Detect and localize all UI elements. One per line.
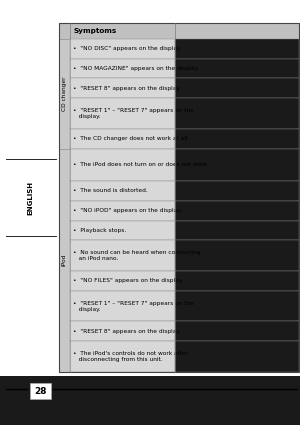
Text: •  "NO iPOD" appears on the display.: • "NO iPOD" appears on the display. <box>73 208 182 213</box>
Bar <box>70 59 175 78</box>
Bar <box>70 201 175 221</box>
Bar <box>70 129 175 149</box>
Bar <box>70 221 175 241</box>
Text: •  The sound is distorted.: • The sound is distorted. <box>73 188 148 193</box>
Text: •  "RESET 1" – "RESET 7" appears on the
   display.: • "RESET 1" – "RESET 7" appears on the d… <box>73 301 194 312</box>
Bar <box>70 321 175 341</box>
Bar <box>58 149 70 372</box>
Bar <box>175 341 298 372</box>
Text: •  Playback stops.: • Playback stops. <box>73 228 126 233</box>
Bar <box>175 149 298 181</box>
Bar <box>175 59 298 78</box>
Text: •  "RESET 8" appears on the display.: • "RESET 8" appears on the display. <box>73 329 181 334</box>
Bar <box>175 241 298 271</box>
Bar <box>70 149 175 181</box>
Bar <box>175 78 298 98</box>
Text: •  "NO FILES" appears on the display.: • "NO FILES" appears on the display. <box>73 278 183 283</box>
Text: •  The iPod's controls do not work after
   disconnecting from this unit.: • The iPod's controls do not work after … <box>73 351 188 362</box>
Bar <box>70 98 175 129</box>
Bar <box>175 291 298 321</box>
Bar <box>175 129 298 149</box>
Text: •  No sound can be heard when connecting
   an iPod nano.: • No sound can be heard when connecting … <box>73 250 200 261</box>
Bar <box>58 23 298 372</box>
Bar <box>70 181 175 201</box>
Bar <box>175 39 298 59</box>
Text: •  "RESET 8" appears on the display.: • "RESET 8" appears on the display. <box>73 86 181 91</box>
Text: •  "NO DISC" appears on the display.: • "NO DISC" appears on the display. <box>73 46 182 51</box>
Bar <box>175 271 298 291</box>
Bar <box>175 321 298 341</box>
Bar <box>70 291 175 321</box>
Text: •  The iPod does not turn on or does not work.: • The iPod does not turn on or does not … <box>73 162 209 167</box>
Text: iPod: iPod <box>62 254 67 266</box>
Bar <box>175 98 298 129</box>
Bar <box>0 0 300 376</box>
Text: ENGLISH: ENGLISH <box>27 181 33 215</box>
Bar <box>70 271 175 291</box>
Text: •  The CD changer does not work at all.: • The CD changer does not work at all. <box>73 136 189 141</box>
Text: •  "RESET 1" – "RESET 7" appears on the
   display.: • "RESET 1" – "RESET 7" appears on the d… <box>73 108 194 119</box>
Bar <box>70 39 175 59</box>
Bar <box>175 23 298 39</box>
Bar <box>175 201 298 221</box>
Bar <box>70 78 175 98</box>
Bar <box>70 241 175 271</box>
Text: Symptoms: Symptoms <box>74 28 117 34</box>
Bar <box>30 383 51 399</box>
Bar <box>175 181 298 201</box>
Bar <box>58 23 70 39</box>
Text: •  "NO MAGAZINE" appears on the display.: • "NO MAGAZINE" appears on the display. <box>73 66 199 71</box>
Bar <box>58 39 70 149</box>
Text: 28: 28 <box>34 386 47 396</box>
Bar <box>175 221 298 241</box>
Bar <box>70 341 175 372</box>
Text: CD changer: CD changer <box>62 76 67 111</box>
Bar <box>70 23 175 39</box>
